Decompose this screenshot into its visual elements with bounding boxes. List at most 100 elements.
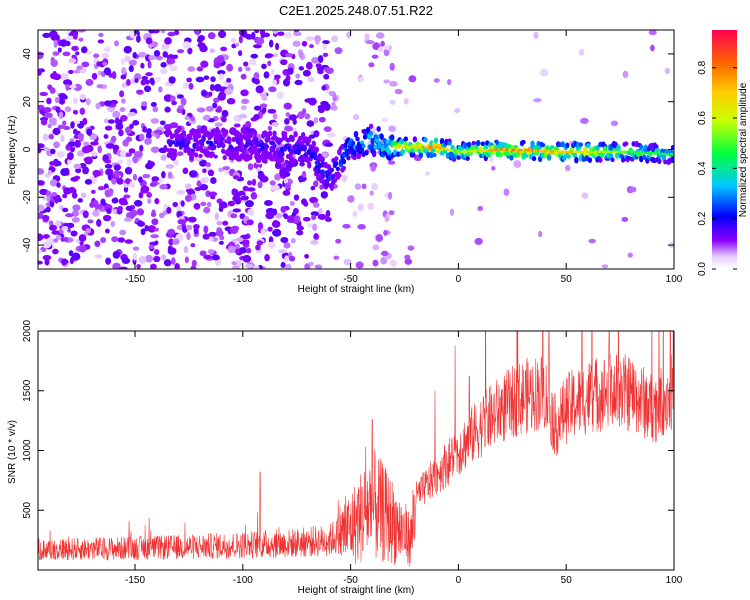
spectrogram-cell <box>293 194 300 201</box>
spectrogram-cell <box>111 236 119 243</box>
spectrogram-cell <box>70 230 78 237</box>
spectrogram-cell <box>623 141 629 146</box>
spectrogram-cell <box>49 87 56 94</box>
spectrogram-cell <box>154 227 159 232</box>
spectrogram-cell <box>245 66 251 72</box>
spectrogram-cell <box>112 208 118 215</box>
spectrogram-cell <box>50 59 58 68</box>
colorbar: 0.0 0.2 0.4 0.6 0.8 Normalized spectral ampl… <box>697 30 749 276</box>
spectrogram-cell <box>305 36 315 41</box>
spectrogram-cell <box>185 188 195 193</box>
spectrogram-cell <box>222 166 231 171</box>
spectrogram-cell <box>268 86 277 93</box>
spectrogram-cell <box>367 202 375 210</box>
spectrogram-cell <box>193 152 199 158</box>
spectrogram-cell <box>38 143 45 149</box>
spectrogram-cell <box>242 147 247 153</box>
spectrogram-cell <box>353 131 359 138</box>
spectrogram-cell <box>142 173 151 179</box>
colorbar-tick-label: 0.8 <box>697 60 708 74</box>
spectrogram-cell <box>38 148 42 154</box>
spectrogram-cell <box>138 51 147 58</box>
spectrogram-cell <box>261 63 267 70</box>
spectrogram-cell <box>65 213 74 218</box>
spectrogram-cell <box>403 97 409 105</box>
spectrogram-cell <box>167 31 176 37</box>
spectrogram-cell <box>246 187 256 192</box>
spectrogram-cell <box>301 198 308 205</box>
spectrogram-cell <box>284 159 289 164</box>
spectrogram-cell <box>48 224 58 231</box>
spectrogram-cell <box>71 216 80 223</box>
spectrogram-cell <box>332 94 338 102</box>
spectrogram-cell <box>190 243 196 248</box>
spectrogram-cell <box>42 234 51 239</box>
spectrogram-cell <box>629 186 637 193</box>
spectrogram-cell <box>234 248 240 255</box>
spectrogram-cell <box>176 190 186 195</box>
spectrogram-cell <box>267 151 273 157</box>
spectrogram-cell <box>210 177 217 185</box>
spectrogram-cell <box>147 198 152 204</box>
spectrogram-cell <box>302 69 311 77</box>
spectrogram-cell <box>352 150 357 157</box>
spectrogram-cell <box>253 72 260 80</box>
spectrogram-cell <box>388 191 393 200</box>
spectrogram-cell <box>214 122 223 127</box>
spectrogram-cell <box>117 159 123 165</box>
spectrogram-cell <box>307 136 312 144</box>
spectrogram-cell <box>83 141 90 146</box>
snr-panel: -150 -100 -50 0 50 100 500 1000 1500 2000 Height … <box>7 319 683 596</box>
spectrogram-cell <box>268 39 274 48</box>
spectrogram-cell <box>288 255 296 262</box>
spectrogram-cell <box>407 245 415 251</box>
spectrogram-cell <box>211 254 220 261</box>
spectrogram-cell <box>85 228 91 234</box>
spectrogram-cell <box>62 125 71 130</box>
y-tick-label: 2000 <box>22 319 33 342</box>
spectrogram-cell <box>212 102 218 109</box>
colorbar-tick-label: 0.4 <box>697 161 708 175</box>
spectrogram-cell <box>96 61 102 67</box>
spectrogram-cell <box>151 218 159 226</box>
spectrogram-cell <box>120 74 127 80</box>
spectrogram-cell <box>199 250 207 257</box>
spectrogram-cell <box>276 91 284 100</box>
spectrogram-cell <box>280 59 288 65</box>
spectrogram-cell <box>69 84 77 89</box>
spectrogram-cell <box>66 222 75 229</box>
spectrogram-cell <box>81 61 90 68</box>
spectrogram-cell <box>235 237 244 243</box>
spectrogram-cell <box>341 158 347 165</box>
snr-xlabel: Height of straight line (km) <box>298 585 415 596</box>
spectrogram-cell <box>621 216 629 222</box>
spectrogram-cell <box>102 214 112 222</box>
spectrogram-cell <box>433 78 440 83</box>
x-tick-label: -100 <box>233 274 253 285</box>
spectrogram-cell <box>187 66 196 72</box>
spectrogram-cell <box>267 130 273 137</box>
spectrogram-cell <box>136 35 141 43</box>
spectrogram-cell <box>129 182 136 188</box>
spectrogram-cell <box>368 62 375 68</box>
spectrogram-cell <box>50 72 58 80</box>
spectrogram-cell <box>148 55 157 61</box>
spectrogram-cell <box>43 106 52 113</box>
colorbar-tick-label: 0.6 <box>697 111 708 125</box>
spectrogram-cell <box>81 145 91 154</box>
spectrogram-cell <box>253 79 260 85</box>
spectrogram-cell <box>113 170 120 179</box>
x-tick-label: -50 <box>343 274 358 285</box>
spectrogram-cell <box>271 229 280 236</box>
spectrogram-cell <box>142 125 147 133</box>
spectrogram-cell <box>580 117 589 125</box>
spectrogram-cell <box>313 153 318 161</box>
spectrogram-cell <box>290 135 295 143</box>
spectrogram-cell <box>243 61 249 67</box>
spectrogram-cell <box>167 228 176 236</box>
spectrogram-cell <box>127 111 137 117</box>
spectrogram-cell <box>316 66 324 72</box>
spectrogram-cell <box>304 113 311 120</box>
spectrogram-cell <box>183 246 189 254</box>
spectrogram-cell <box>429 151 434 159</box>
